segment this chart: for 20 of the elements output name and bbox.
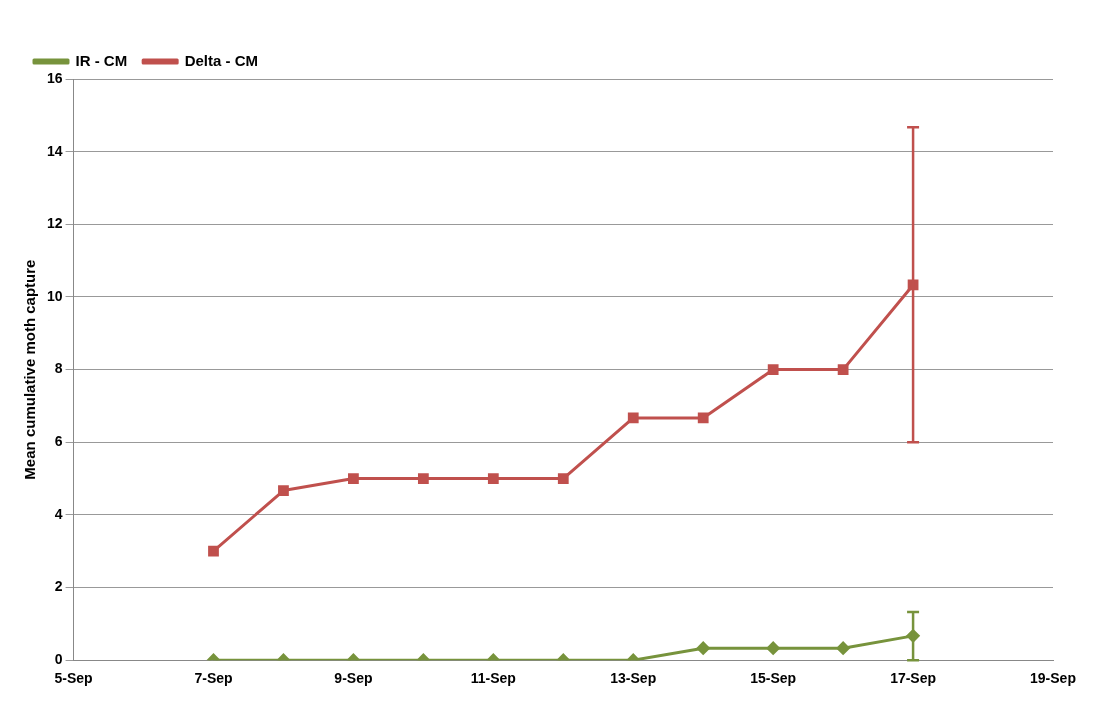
legend-label: Delta - CM <box>184 51 258 69</box>
y-tick-label: 14 <box>46 142 63 159</box>
x-tick-label: 13-Sep <box>610 670 657 687</box>
x-tick-label: 17-Sep <box>890 670 937 687</box>
legend-label: IR - CM <box>75 51 128 69</box>
y-tick-label: 0 <box>54 651 63 668</box>
y-tick-label: 16 <box>46 69 63 86</box>
x-tick-label: 15-Sep <box>750 670 797 687</box>
y-tick-label: 6 <box>54 433 63 450</box>
y-tick-label: 10 <box>46 287 63 304</box>
y-tick-label: 4 <box>54 505 63 522</box>
x-tick-label: 5-Sep <box>54 670 93 687</box>
x-tick-label: 11-Sep <box>470 670 516 687</box>
y-axis-title: Mean cumulative moth capture <box>21 259 39 480</box>
x-tick-label: 7-Sep <box>194 670 233 687</box>
x-tick-label: 9-Sep <box>334 670 373 687</box>
y-tick-label: 12 <box>46 215 63 232</box>
y-tick-label: 8 <box>54 360 63 377</box>
x-tick-label: 19-Sep <box>1030 670 1076 687</box>
y-tick-label: 2 <box>54 578 63 595</box>
